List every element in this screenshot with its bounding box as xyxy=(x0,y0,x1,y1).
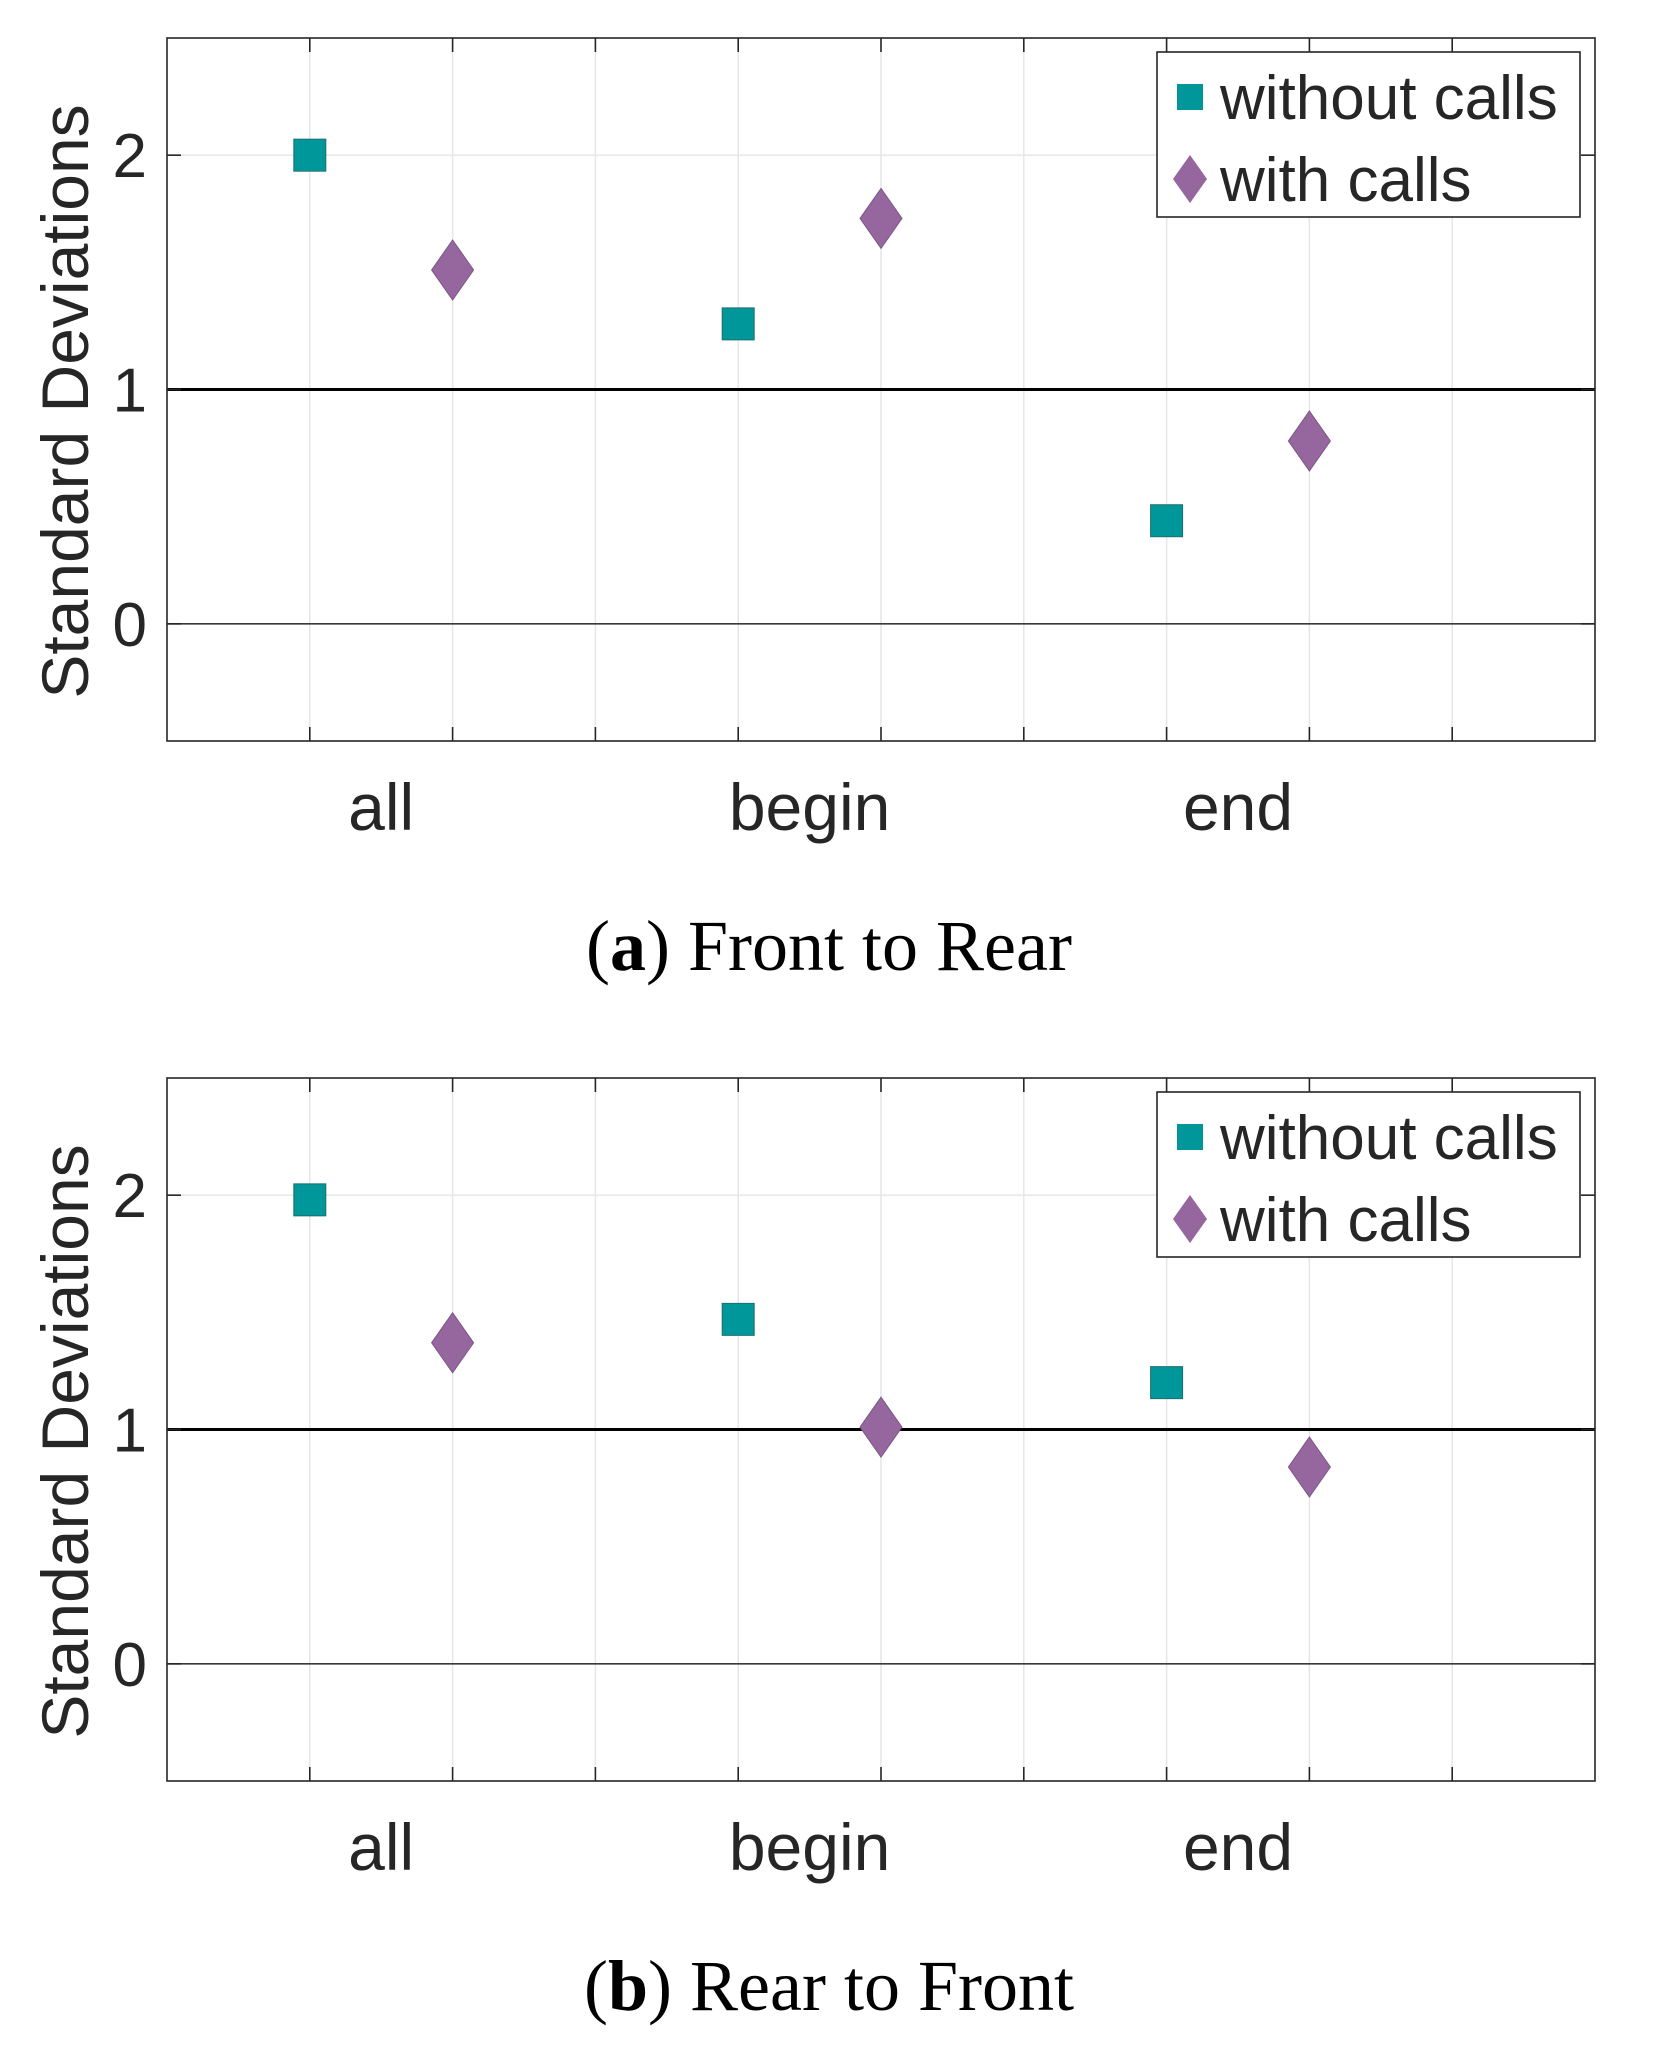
data-point-without-calls xyxy=(721,307,755,341)
y-axis-label: Standard Deviations xyxy=(28,104,102,698)
data-point-without-calls xyxy=(721,1302,755,1336)
legend-marker-with-calls xyxy=(1173,155,1207,203)
x-category-label: begin xyxy=(729,770,891,844)
x-category-label: begin xyxy=(729,1810,891,1884)
y-tick-label: 0 xyxy=(113,591,147,660)
data-point-without-calls xyxy=(293,1183,327,1217)
data-point-with-calls xyxy=(1287,1436,1332,1498)
panel-caption: (a) Front to Rear xyxy=(586,906,1072,986)
y-axis-label: Standard Deviations xyxy=(28,1144,102,1738)
legend-label: with calls xyxy=(1219,1186,1472,1255)
data-point-without-calls xyxy=(293,138,327,172)
legend-marker-with-calls xyxy=(1173,1195,1207,1243)
y-tick-label: 1 xyxy=(113,357,147,426)
data-point-with-calls xyxy=(859,187,903,250)
data-point-with-calls xyxy=(1287,410,1332,472)
legend-label: without calls xyxy=(1219,64,1558,133)
legend-label: with calls xyxy=(1219,146,1472,215)
x-category-label: all xyxy=(348,770,414,844)
x-category-label: end xyxy=(1183,1810,1293,1884)
y-tick-label: 1 xyxy=(113,1397,147,1466)
legend-label: without calls xyxy=(1219,1104,1558,1173)
y-tick-label: 0 xyxy=(113,1631,147,1700)
chart-panel-b: 0 1 2 all begin end Standard Deviations without… xyxy=(0,1040,1659,2040)
legend-marker-without-calls xyxy=(1177,84,1203,110)
chart-panel-a: 0 1 2 all begin end Standard Deviations without… xyxy=(0,0,1659,1000)
panel-caption: (b) Rear to Front xyxy=(584,1946,1074,2026)
legend-box xyxy=(1156,51,1581,218)
chart-svg-a: 0 1 2 all begin end Standard Deviations without… xyxy=(28,37,1596,986)
chart-svg-b: 0 1 2 all begin end Standard Deviations without… xyxy=(28,1077,1596,2026)
x-category-label: end xyxy=(1183,770,1293,844)
y-tick-label: 2 xyxy=(113,122,147,191)
data-point-with-calls xyxy=(859,1396,903,1459)
legend-marker-without-calls xyxy=(1177,1124,1203,1150)
data-point-without-calls xyxy=(1150,1366,1184,1400)
legend-box xyxy=(1156,1091,1581,1258)
data-point-with-calls xyxy=(430,239,475,301)
x-category-label: all xyxy=(348,1810,414,1884)
data-point-with-calls xyxy=(430,1311,475,1374)
y-tick-label: 2 xyxy=(113,1162,147,1231)
data-point-without-calls xyxy=(1150,504,1184,538)
